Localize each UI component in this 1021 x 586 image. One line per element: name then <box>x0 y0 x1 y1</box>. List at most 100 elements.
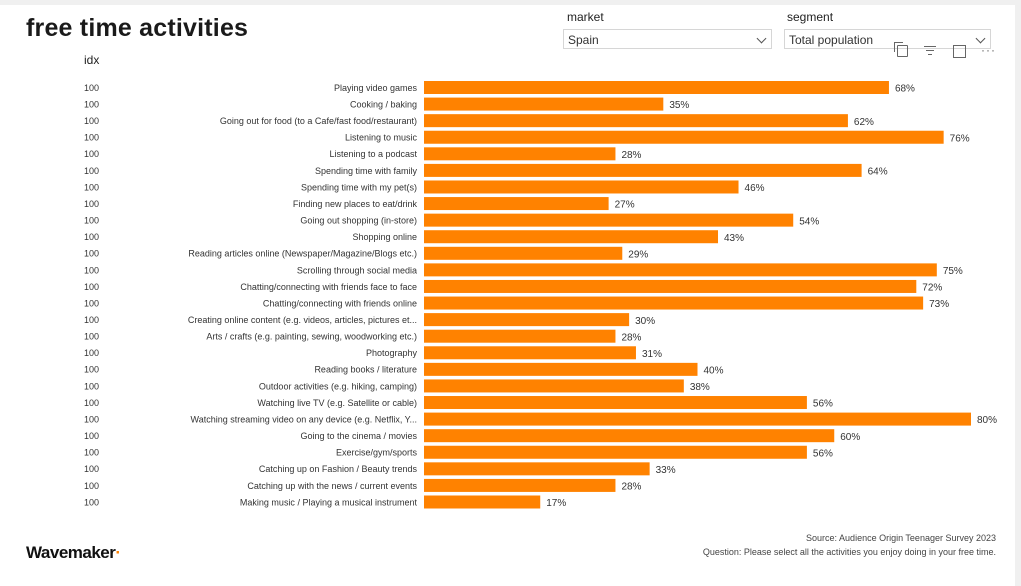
category-label: Creating online content (e.g. videos, ar… <box>188 315 417 325</box>
data-label: 75% <box>943 266 963 277</box>
idx-value: 100 <box>84 216 99 226</box>
filter-icon[interactable] <box>924 45 936 57</box>
idx-value: 100 <box>84 398 99 408</box>
segment-dropdown[interactable]: Total population <box>784 29 991 49</box>
category-label: Listening to a podcast <box>329 149 417 159</box>
market-label: market <box>567 10 604 24</box>
logo-text: Wavemaker <box>26 543 116 562</box>
segment-value: Total population <box>789 33 874 47</box>
idx-value: 100 <box>84 166 99 176</box>
data-label: 56% <box>813 399 833 410</box>
category-label: Playing video games <box>334 83 418 93</box>
data-label: 68% <box>895 84 915 95</box>
data-label: 38% <box>690 382 710 393</box>
data-label: 29% <box>628 249 648 260</box>
bar[interactable] <box>424 478 616 492</box>
market-dropdown[interactable]: Spain <box>563 29 772 49</box>
idx-value: 100 <box>84 481 99 491</box>
bar[interactable] <box>424 197 609 211</box>
bar[interactable] <box>424 296 924 310</box>
bar[interactable] <box>424 313 630 327</box>
category-label: Spending time with family <box>315 166 418 176</box>
bar[interactable] <box>424 114 848 128</box>
idx-value: 100 <box>84 365 99 375</box>
copy-icon[interactable] <box>894 42 908 57</box>
data-label: 54% <box>799 216 819 227</box>
idx-value: 100 <box>84 265 99 275</box>
bar[interactable] <box>424 163 862 177</box>
data-label: 46% <box>745 183 765 194</box>
bar[interactable] <box>424 362 698 376</box>
data-label: 56% <box>813 448 833 459</box>
idx-value: 100 <box>84 414 99 424</box>
bar[interactable] <box>424 246 623 260</box>
focus-mode-icon[interactable] <box>953 45 966 58</box>
market-value: Spain <box>568 33 599 47</box>
category-label: Listening to music <box>345 133 418 143</box>
bar[interactable] <box>424 396 807 410</box>
idx-column-header: idx <box>84 53 100 67</box>
data-label: 72% <box>922 283 942 294</box>
right-border <box>1015 0 1021 586</box>
data-label: 40% <box>704 366 724 377</box>
category-label: Watching streaming video on any device (… <box>191 414 417 424</box>
category-label: Watching live TV (e.g. Satellite or cabl… <box>257 398 417 408</box>
data-label: 80% <box>977 415 997 426</box>
category-label: Chatting/connecting with friends online <box>263 298 417 308</box>
bar[interactable] <box>424 412 971 426</box>
idx-value: 100 <box>84 116 99 126</box>
idx-value: 100 <box>84 464 99 474</box>
category-label: Catching up with the news / current even… <box>247 481 417 491</box>
top-border <box>0 0 1021 5</box>
question-note: Question: Please select all the activiti… <box>702 547 996 557</box>
idx-value: 100 <box>84 332 99 342</box>
idx-value: 100 <box>84 298 99 308</box>
data-label: 28% <box>621 150 641 161</box>
bar[interactable] <box>424 379 684 393</box>
wavemaker-logo: Wavemaker· <box>26 543 121 563</box>
bar[interactable] <box>424 81 889 94</box>
category-label: Scrolling through social media <box>297 265 417 275</box>
category-label: Reading articles online (Newspaper/Magaz… <box>188 249 417 259</box>
bar[interactable] <box>424 429 835 443</box>
category-label: Arts / crafts (e.g. painting, sewing, wo… <box>206 332 417 342</box>
bar[interactable] <box>424 495 541 509</box>
idx-value: 100 <box>84 199 99 209</box>
idx-value: 100 <box>84 448 99 458</box>
data-label: 30% <box>635 316 655 327</box>
bar[interactable] <box>424 329 616 343</box>
data-label: 76% <box>950 133 970 144</box>
logo-dot: · <box>115 543 121 562</box>
bar[interactable] <box>424 346 636 360</box>
bar[interactable] <box>424 462 650 476</box>
category-label: Catching up on Fashion / Beauty trends <box>259 464 418 474</box>
category-label: Going out shopping (in-store) <box>300 216 417 226</box>
category-label: Reading books / literature <box>314 365 417 375</box>
category-label: Shopping online <box>352 232 417 242</box>
data-label: 33% <box>656 465 676 476</box>
bar-chart: 100 Playing video games 68% 100 Cooking / ba… <box>84 81 997 509</box>
bar[interactable] <box>424 230 719 244</box>
bar[interactable] <box>424 97 664 111</box>
idx-value: 100 <box>84 497 99 507</box>
bar[interactable] <box>424 445 807 459</box>
idx-value: 100 <box>84 381 99 391</box>
bar[interactable] <box>424 279 917 293</box>
bar[interactable] <box>424 130 944 144</box>
data-label: 17% <box>546 498 566 509</box>
category-label: Going out for food (to a Cafe/fast food/… <box>220 116 417 126</box>
bar[interactable] <box>424 147 616 161</box>
idx-value: 100 <box>84 83 99 93</box>
idx-value: 100 <box>84 348 99 358</box>
idx-value: 100 <box>84 249 99 259</box>
bar[interactable] <box>424 263 937 277</box>
bar[interactable] <box>424 213 794 227</box>
category-label: Going to the cinema / movies <box>300 431 417 441</box>
data-label: 28% <box>621 482 641 493</box>
idx-value: 100 <box>84 133 99 143</box>
category-label: Chatting/connecting with friends face to… <box>240 282 417 292</box>
category-label: Finding new places to eat/drink <box>293 199 418 209</box>
data-label: 31% <box>642 349 662 360</box>
data-label: 35% <box>669 100 689 111</box>
bar[interactable] <box>424 180 739 194</box>
